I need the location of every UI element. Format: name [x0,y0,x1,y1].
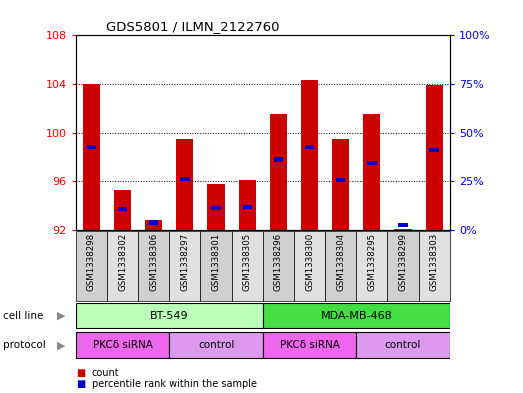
Text: ■: ■ [76,367,85,378]
Text: GSM1338301: GSM1338301 [212,233,221,291]
Text: GSM1338306: GSM1338306 [149,233,158,291]
Text: MDA-MB-468: MDA-MB-468 [321,311,392,321]
Text: ■: ■ [76,379,85,389]
Text: GSM1338302: GSM1338302 [118,233,127,291]
Bar [238,180,256,230]
Bar [394,229,412,230]
Text: percentile rank within the sample: percentile rank within the sample [92,379,256,389]
Text: GSM1338303: GSM1338303 [430,233,439,291]
Bar [208,184,225,230]
Bar [149,220,158,225]
Bar [211,206,221,210]
Text: ▶: ▶ [57,340,65,351]
Text: GDS5801 / ILMN_2122760: GDS5801 / ILMN_2122760 [106,20,279,33]
Text: GSM1338304: GSM1338304 [336,233,345,291]
Text: GSM1338295: GSM1338295 [367,233,377,291]
Bar [76,332,169,358]
Text: PKCδ siRNA: PKCδ siRNA [93,340,153,351]
Text: GSM1338305: GSM1338305 [243,233,252,291]
Bar [114,190,131,230]
Text: ▶: ▶ [57,311,65,321]
Bar [418,231,450,301]
Bar [118,207,127,211]
Bar [336,178,345,182]
Text: GSM1338300: GSM1338300 [305,233,314,291]
Bar [107,231,138,301]
Text: GSM1338297: GSM1338297 [180,233,189,291]
Bar [367,161,377,165]
Bar [294,231,325,301]
Bar [87,145,96,149]
Bar [274,157,283,162]
Bar [363,114,380,230]
Text: protocol: protocol [3,340,46,351]
Bar [263,332,356,358]
Bar [325,231,356,301]
Bar [399,223,408,227]
Bar [356,332,450,358]
Bar [305,145,314,149]
Bar [332,139,349,230]
Text: PKCδ siRNA: PKCδ siRNA [280,340,339,351]
Bar [200,231,232,301]
Bar [388,231,418,301]
Bar [83,84,100,230]
Text: control: control [198,340,234,351]
Bar [76,303,263,328]
Bar [76,231,107,301]
Bar [263,303,450,328]
Text: GSM1338298: GSM1338298 [87,233,96,291]
Bar [232,231,263,301]
Bar [180,177,190,181]
Bar [169,332,263,358]
Bar [356,231,388,301]
Text: GSM1338299: GSM1338299 [399,233,407,291]
Bar [145,220,162,230]
Bar [270,114,287,230]
Bar [429,147,439,152]
Text: BT-549: BT-549 [150,311,189,321]
Bar [426,85,443,230]
Bar [243,205,252,209]
Bar [301,80,318,230]
Text: control: control [385,340,421,351]
Bar [169,231,200,301]
Text: count: count [92,367,119,378]
Bar [138,231,169,301]
Bar [263,231,294,301]
Text: cell line: cell line [3,311,43,321]
Bar [176,139,194,230]
Text: GSM1338296: GSM1338296 [274,233,283,291]
